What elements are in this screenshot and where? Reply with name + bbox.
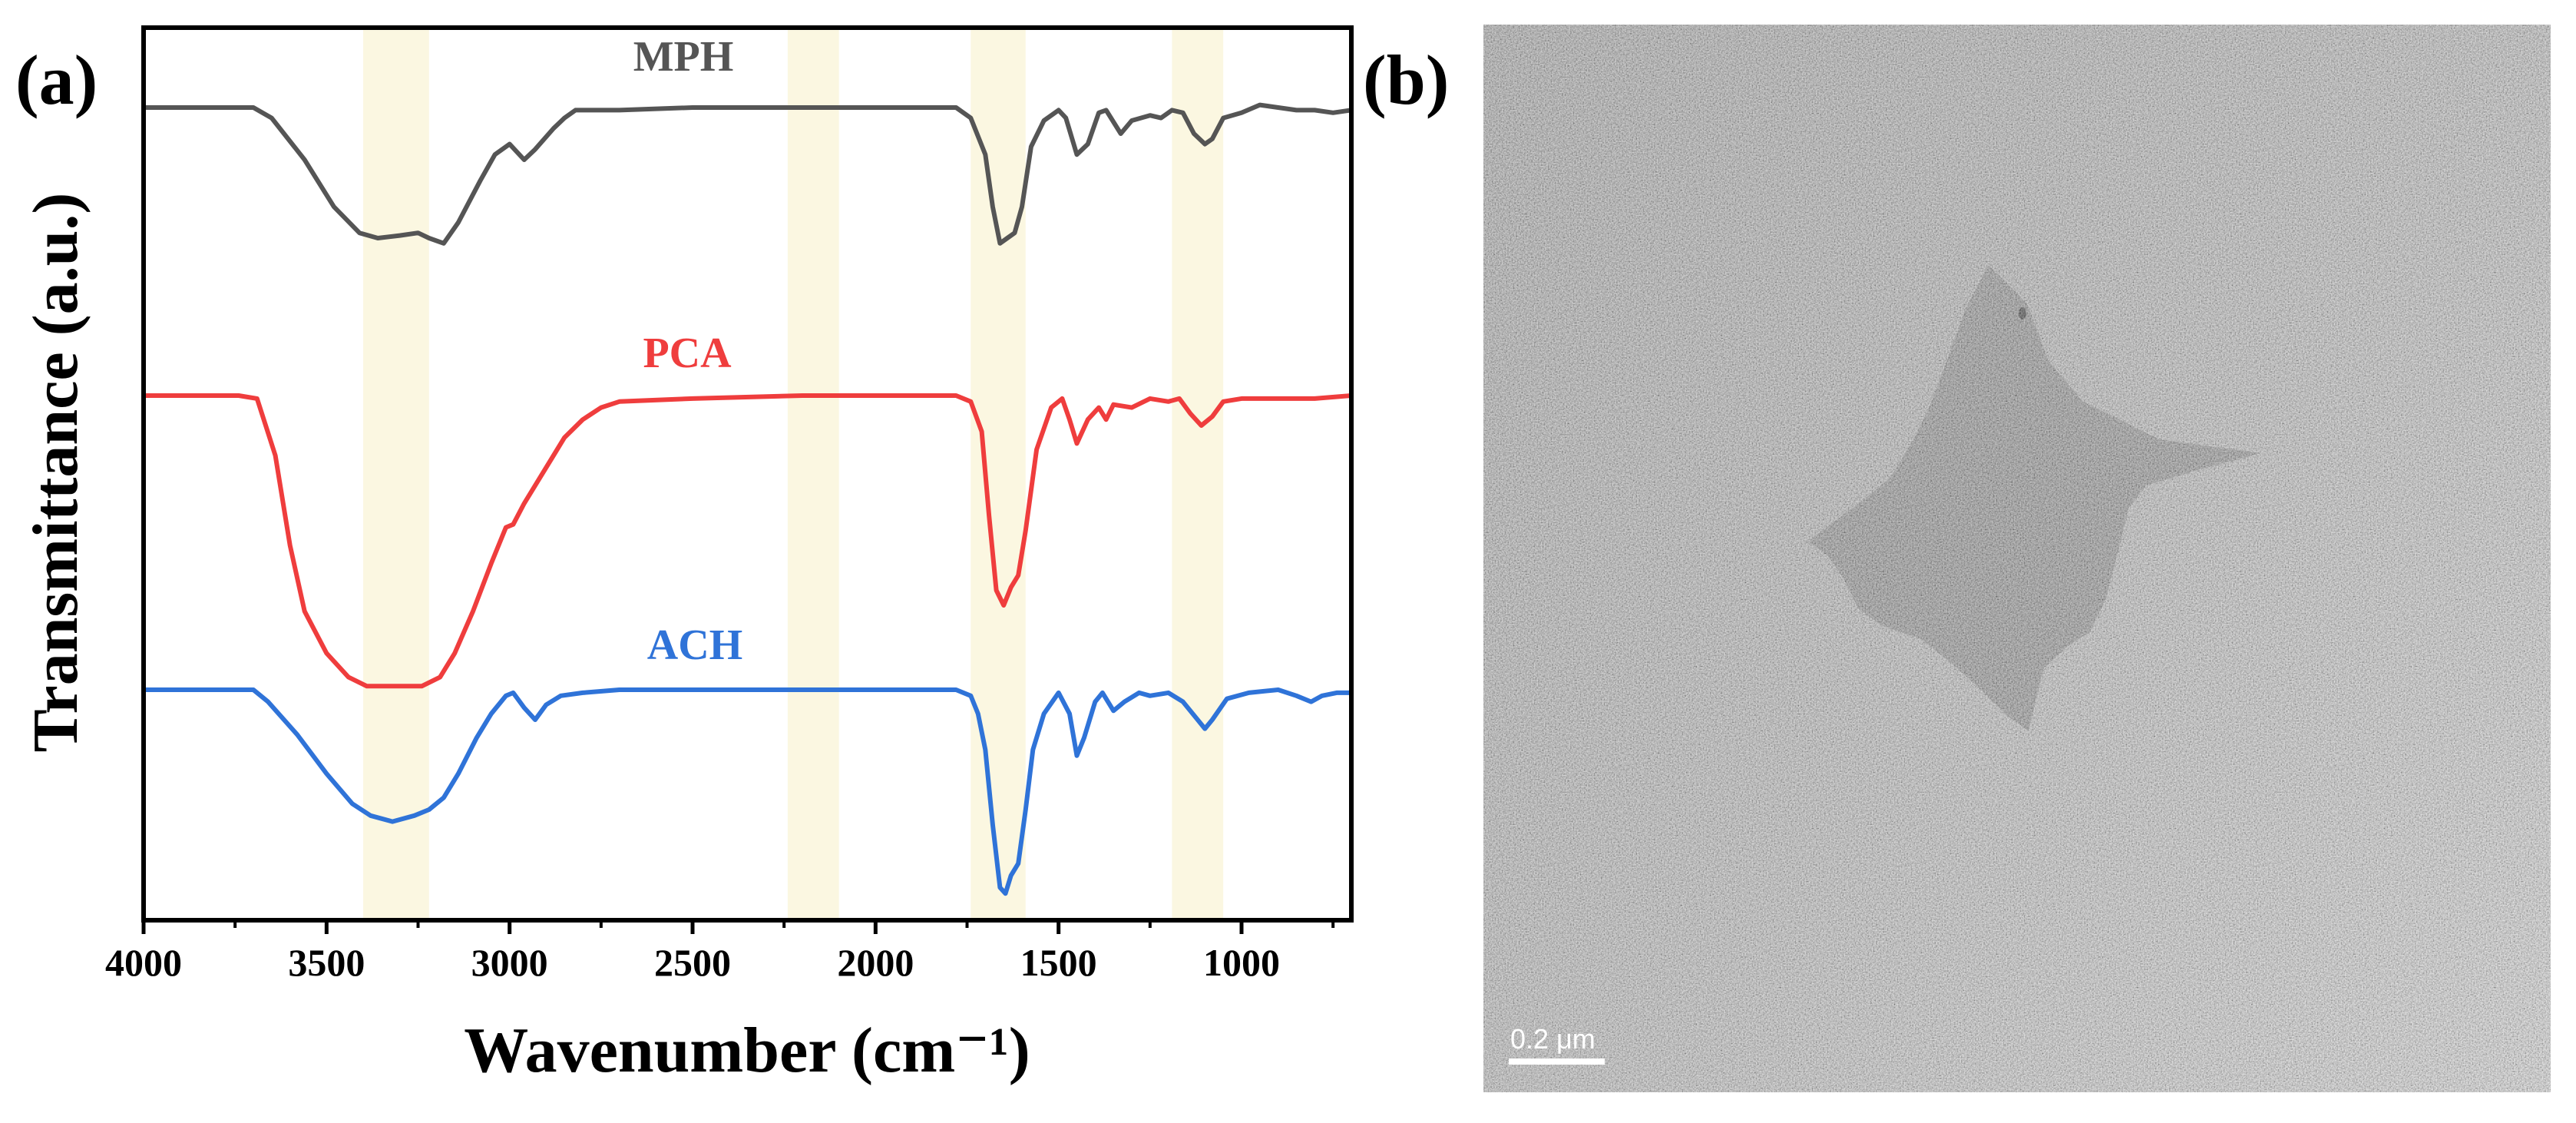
x-tick-label: 2500 — [654, 941, 731, 984]
highlight-bands — [363, 28, 1224, 920]
series-label-pca: PCA — [643, 330, 732, 377]
x-tick-label: 1500 — [1020, 941, 1097, 984]
x-axis: 4000 3500 3000 2500 2000 1500 1000 — [105, 920, 1335, 984]
scale-bar: 0.2 μm — [1509, 1023, 1605, 1065]
x-axis-title: Wavenumber (cm⁻¹) — [464, 1015, 1030, 1086]
series-ach-line — [144, 687, 1351, 896]
panel-b-label: (b) — [1363, 41, 1449, 119]
highlight-band-1 — [363, 28, 429, 920]
series-label-ach: ACH — [647, 621, 742, 669]
series-mph-line — [144, 102, 1351, 246]
scale-bar-label: 0.2 μm — [1510, 1023, 1596, 1055]
series-layer — [144, 102, 1351, 896]
x-tick-label: 4000 — [105, 941, 182, 984]
x-tick-label: 3000 — [471, 941, 548, 984]
micrograph-noise — [1483, 25, 2551, 1092]
scale-bar-line — [1509, 1058, 1605, 1065]
series-labels: MPH PCA ACH — [633, 33, 743, 669]
plot-frame — [141, 25, 1354, 923]
highlight-band-4 — [1172, 28, 1224, 920]
highlight-band-3 — [971, 28, 1026, 920]
series-label-mph: MPH — [633, 33, 734, 81]
tem-micrograph: 0.2 μm — [1483, 25, 2551, 1092]
highlight-band-2 — [787, 28, 839, 920]
x-tick-label: 1000 — [1203, 941, 1280, 984]
y-axis-title: Transmittance (a.u.) — [20, 193, 91, 753]
x-tick-label: 3500 — [288, 941, 365, 984]
x-tick-label: 2000 — [837, 941, 914, 984]
series-pca-line — [144, 393, 1351, 689]
panel-a-label: (a) — [15, 41, 98, 119]
